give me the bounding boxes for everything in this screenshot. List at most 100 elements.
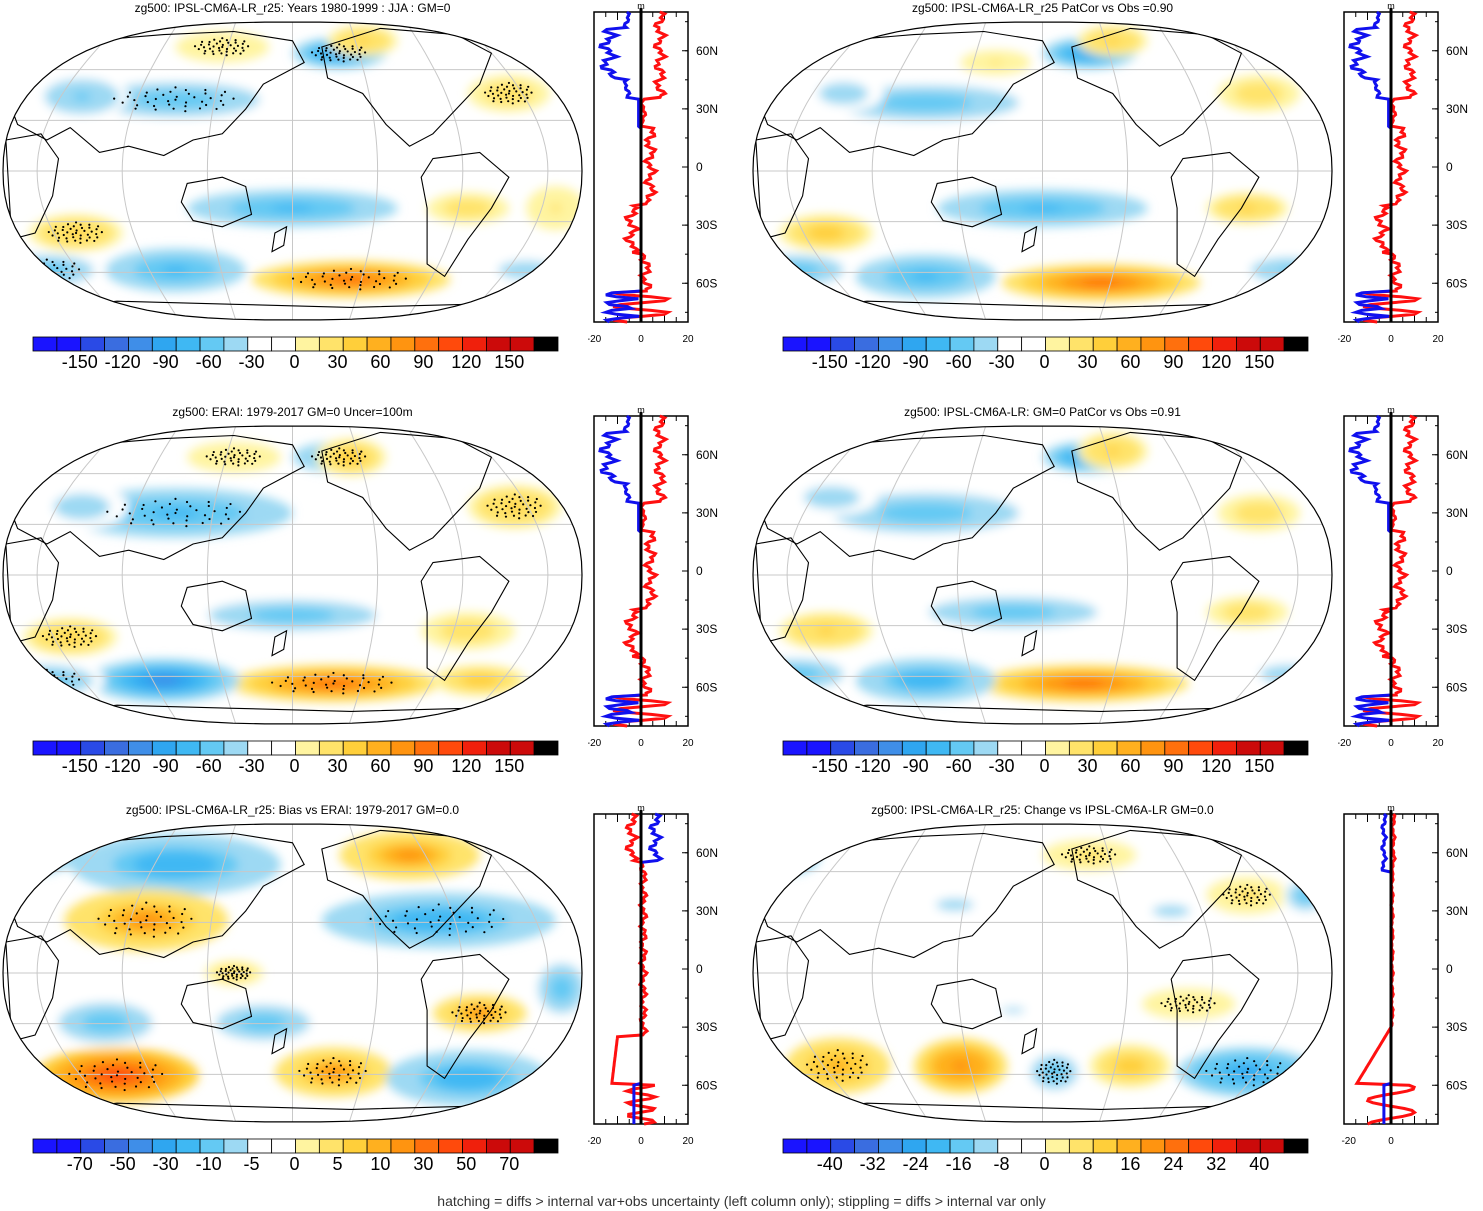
color-bar-tick-label: -90 xyxy=(152,352,179,372)
profile-lat-label: 30N xyxy=(1446,904,1468,918)
profile-x-tick-label: 0 xyxy=(1388,1136,1394,1147)
profile-x-tick-label: 0 xyxy=(638,1136,644,1147)
color-bar xyxy=(32,740,559,756)
color-bar-labels: -150 -120 -90 -60 -30 0 30 60 90 120 150 xyxy=(32,352,557,376)
map-panel-1: zg500: IPSL-CM6A-LR_r25: Years 1980-1999… xyxy=(0,0,741,396)
profile-x-tick-label: -20 xyxy=(1341,1136,1356,1147)
profile-lat-label: 30S xyxy=(1446,1020,1467,1034)
color-bar-tick-label: -60 xyxy=(195,756,222,776)
profile-lat-label: 30S xyxy=(696,622,717,636)
profile-lat-label: 0 xyxy=(1446,160,1453,174)
color-bar-tick-label: 0 xyxy=(289,352,300,372)
profile-x-tick-label: -20 xyxy=(1338,738,1352,749)
color-bar-tick-label: 120 xyxy=(451,352,482,372)
panel-title: zg500: IPSL-CM6A-LR_r25: Years 1980-1999… xyxy=(134,1,451,15)
profile-lat-label: 0 xyxy=(696,564,703,578)
zonal-mean-profile: m 60N 30N 0 30S 60S -20 0 20 xyxy=(588,1,718,345)
profile-unit-label: m xyxy=(1387,405,1395,415)
color-bar-labels: -70 -50 -30 -10 -5 0 5 10 30 50 70 xyxy=(32,1154,557,1178)
profile-lat-label: 0 xyxy=(1446,564,1453,578)
color-bar-tick-label: 0 xyxy=(1039,1154,1050,1174)
profile-lat-label: 60N xyxy=(1446,448,1468,462)
robinson-map xyxy=(2,425,583,725)
color-bar-tick-label: -60 xyxy=(195,352,222,372)
color-bar-tick-label: -32 xyxy=(859,1154,886,1174)
profile-unit-label: m xyxy=(637,405,645,415)
color-bar-tick-label: 30 xyxy=(327,352,348,372)
profile-lat-label: 60S xyxy=(1446,276,1467,290)
profile-lat-label: 30N xyxy=(696,904,718,918)
color-bar xyxy=(32,336,559,352)
profile-unit-label: m xyxy=(637,803,645,813)
color-bar-tick-label: -60 xyxy=(945,352,972,372)
profile-lat-label: 60N xyxy=(696,448,718,462)
profile-lat-label: 60N xyxy=(696,44,718,58)
zonal-mean-profile: m 60N 30N 0 30S 60S -20 0 20 xyxy=(588,803,718,1147)
color-bar-tick-label: 5 xyxy=(332,1154,343,1174)
color-bar-tick-label: 60 xyxy=(370,352,391,372)
color-bar-tick-label: 90 xyxy=(1163,756,1184,776)
color-bar-tick-label: -120 xyxy=(104,756,141,776)
color-bar-labels: -150 -120 -90 -60 -30 0 30 60 90 120 150 xyxy=(32,756,557,780)
color-bar-tick-label: -90 xyxy=(902,756,929,776)
color-bar-tick-label: 30 xyxy=(1077,756,1098,776)
profile-lat-label: 30S xyxy=(696,218,717,232)
panel-title: zg500: IPSL-CM6A-LR: GM=0 PatCor vs Obs … xyxy=(904,405,1181,419)
color-bar-tick-label: -24 xyxy=(902,1154,929,1174)
color-bar-tick-label: 0 xyxy=(1039,352,1050,372)
map-panel-4: zg500: IPSL-CM6A-LR: GM=0 PatCor vs Obs … xyxy=(750,404,1483,800)
color-bar xyxy=(782,336,1309,352)
color-bar-tick-label: 120 xyxy=(1201,352,1232,372)
profile-lat-label: 30S xyxy=(1446,622,1467,636)
profile-x-tick-label: 20 xyxy=(1432,334,1444,345)
color-bar-tick-label: 120 xyxy=(1201,756,1232,776)
color-bar-tick-label: 90 xyxy=(1163,352,1184,372)
color-bar-tick-label: 16 xyxy=(1120,1154,1141,1174)
color-bar xyxy=(782,740,1309,756)
color-bar-tick-label: -150 xyxy=(811,756,848,776)
color-bar-tick-label: 30 xyxy=(1077,352,1098,372)
color-bar-tick-label: 0 xyxy=(289,756,300,776)
robinson-map xyxy=(2,823,583,1123)
color-bar-tick-label: 40 xyxy=(1249,1154,1270,1174)
color-bar-tick-label: -30 xyxy=(238,756,265,776)
profile-lat-label: 0 xyxy=(1446,962,1453,976)
profile-lat-label: 30N xyxy=(696,102,718,116)
profile-x-tick-label: -20 xyxy=(1338,334,1352,345)
color-bar-tick-label: -120 xyxy=(104,352,141,372)
color-bar xyxy=(782,1138,1309,1154)
profile-lat-label: 60N xyxy=(1446,846,1468,860)
profile-x-tick-label: 20 xyxy=(682,738,694,749)
color-bar-tick-label: 30 xyxy=(413,1154,434,1174)
profile-x-tick-label: 20 xyxy=(1432,738,1444,749)
profile-unit-label: m xyxy=(1387,803,1395,813)
color-bar-tick-label: 0 xyxy=(1039,756,1050,776)
profile-x-tick-label: 20 xyxy=(682,1136,694,1147)
color-bar-tick-label: -60 xyxy=(945,756,972,776)
color-bar-tick-label: -150 xyxy=(61,352,98,372)
profile-lat-label: 30N xyxy=(1446,506,1468,520)
profile-lat-label: 60S xyxy=(1446,1078,1467,1092)
profile-x-tick-label: -20 xyxy=(588,738,602,749)
profile-lat-label: 60S xyxy=(696,680,717,694)
profile-x-tick-label: -20 xyxy=(588,334,602,345)
color-bar-tick-label: -30 xyxy=(988,756,1015,776)
profile-lat-label: 60S xyxy=(696,1078,717,1092)
profile-x-tick-label: 20 xyxy=(682,334,694,345)
profile-lat-label: 30N xyxy=(696,506,718,520)
profile-x-tick-label: -20 xyxy=(588,1136,602,1147)
color-bar-tick-label: 90 xyxy=(413,756,434,776)
color-bar-tick-label: 30 xyxy=(327,756,348,776)
color-bar-labels: -40 -32 -24 -16 -8 0 8 16 24 32 40 xyxy=(782,1154,1307,1178)
profile-x-tick-label: 0 xyxy=(1388,334,1394,345)
color-bar-tick-label: -8 xyxy=(993,1154,1010,1174)
color-bar-tick-label: 90 xyxy=(413,352,434,372)
color-bar-tick-label: -30 xyxy=(152,1154,179,1174)
color-bar-tick-label: 150 xyxy=(494,352,525,372)
profile-x-tick-label: 0 xyxy=(638,738,644,749)
map-panel-2: zg500: IPSL-CM6A-LR_r25 PatCor vs Obs =0… xyxy=(750,0,1483,396)
color-bar-tick-label: 8 xyxy=(1082,1154,1093,1174)
color-bar-tick-label: 50 xyxy=(456,1154,477,1174)
profile-lat-label: 30S xyxy=(1446,218,1467,232)
color-bar-tick-label: -120 xyxy=(854,756,891,776)
